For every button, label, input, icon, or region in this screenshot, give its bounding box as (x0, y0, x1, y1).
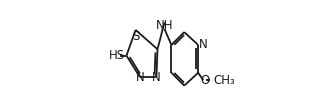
Text: O: O (200, 74, 209, 87)
Text: HS: HS (109, 49, 125, 62)
Text: N: N (152, 71, 161, 84)
Text: S: S (132, 30, 139, 43)
Text: N: N (136, 71, 144, 84)
Text: CH₃: CH₃ (214, 74, 235, 87)
Text: N: N (199, 38, 207, 51)
Text: NH: NH (156, 19, 173, 32)
